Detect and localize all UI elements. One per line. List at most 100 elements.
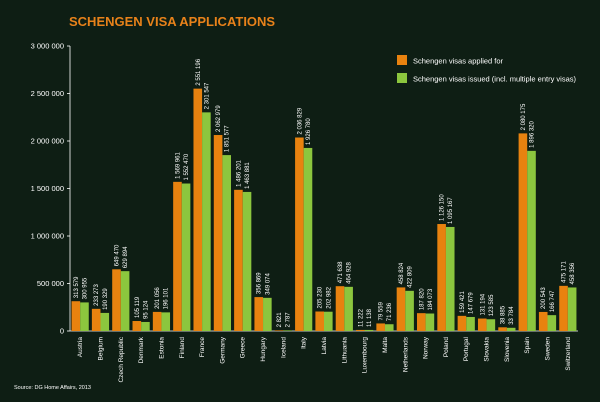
data-label: 131 194 — [480, 293, 486, 315]
bar-applied-italy — [295, 137, 304, 331]
category-label: Slovakia — [484, 337, 491, 362]
bar-issued-slovakia — [486, 319, 496, 331]
legend-label: Schengen visas issued (incl. multiple en… — [413, 75, 576, 84]
data-label: 1 463 881 — [245, 162, 251, 189]
category-label: Iceland — [280, 337, 287, 358]
y-tick-label: 2 000 000 — [31, 137, 64, 146]
data-label: 38 885 — [501, 305, 507, 324]
category-label: Czech Republic — [118, 336, 125, 382]
bar-applied-sweden — [538, 311, 548, 331]
data-label: 2 787 — [286, 312, 292, 328]
category-label: France — [199, 337, 206, 358]
bar-applied-slovakia — [477, 318, 487, 331]
bar-issued-greece — [242, 191, 252, 331]
bar-issued-portugal — [466, 316, 475, 331]
bar-issued-estonia — [161, 312, 171, 331]
data-label: 458 824 — [399, 262, 405, 284]
data-label: 166 747 — [550, 290, 556, 312]
data-label: 187 820 — [419, 288, 425, 310]
data-label: 202 982 — [326, 286, 332, 308]
category-label: Greece — [240, 337, 247, 359]
data-label: 2 080 175 — [521, 103, 527, 130]
category-label: Portugal — [463, 336, 470, 361]
legend-swatch — [397, 73, 407, 83]
bar-issued-iceland — [283, 330, 292, 331]
category-label: Hungary — [260, 336, 267, 361]
data-label: 356 869 — [257, 272, 263, 294]
category-label: Austria — [77, 337, 84, 358]
category-labels: Austria Belgium Czech Republic Denmark Eston… — [77, 336, 572, 382]
data-label: 196 101 — [164, 287, 170, 309]
data-label: 1 569 961 — [175, 151, 181, 178]
bar-applied-iceland — [274, 330, 284, 331]
data-label: 2 301 547 — [204, 82, 210, 109]
data-label: 1 896 320 — [530, 120, 536, 147]
data-label: 649 470 — [115, 244, 121, 266]
data-label: 71 236 — [387, 302, 393, 321]
bar-applied-poland — [437, 224, 446, 331]
category-label: Luxembourg — [362, 337, 369, 374]
bars — [71, 88, 577, 332]
bar-applied-denmark — [132, 321, 142, 331]
chart-title: SCHENGEN VISA APPLICATIONS — [69, 14, 275, 29]
bar-applied-germany — [213, 135, 223, 331]
data-label: 422 809 — [408, 265, 414, 287]
y-tick-label: 1 000 000 — [31, 232, 64, 241]
data-label: 205 230 — [318, 286, 324, 308]
data-label: 159 421 — [460, 291, 466, 313]
data-label: 123 585 — [489, 294, 495, 316]
data-label: 2 062 979 — [216, 105, 222, 132]
data-label: 233 273 — [94, 283, 100, 305]
y-tick-label: 3 000 000 — [31, 42, 64, 51]
bar-applied-norway — [417, 313, 426, 331]
bar-applied-hungary — [254, 297, 264, 331]
bar-applied-greece — [234, 189, 243, 331]
data-label: 1 552 470 — [184, 153, 190, 180]
data-label: 79 559 — [379, 301, 385, 320]
bar-issued-slovenia — [506, 327, 516, 331]
category-label: Poland — [443, 337, 450, 358]
category-label: Finland — [179, 337, 186, 359]
category-label: Lithuania — [341, 337, 348, 364]
category-label: Norway — [423, 336, 430, 359]
bar-applied-luxembourg — [356, 329, 365, 331]
category-label: Belgium — [97, 337, 104, 360]
data-label: 184 073 — [428, 288, 434, 310]
bar-applied-lithuania — [335, 286, 345, 331]
data-label: 2 821 — [277, 312, 283, 328]
data-label: 1 486 201 — [236, 159, 242, 186]
data-label: 349 074 — [265, 272, 271, 294]
bar-issued-malta — [384, 324, 394, 331]
bar-issued-france — [202, 112, 211, 332]
bar-issued-italy — [303, 147, 313, 331]
bar-issued-hungary — [263, 297, 272, 331]
data-label: 190 329 — [103, 288, 109, 310]
bar-applied-belgium — [91, 308, 101, 331]
bar-issued-lithuania — [344, 286, 353, 331]
data-label: 95 124 — [143, 300, 149, 319]
category-label: Denmark — [138, 336, 145, 363]
bar-issued-luxembourg — [364, 329, 374, 331]
bar-applied-malta — [376, 323, 385, 331]
data-label: 2 551 196 — [196, 58, 202, 85]
data-label: 200 543 — [541, 287, 547, 309]
data-label: 11 222 — [358, 308, 364, 327]
data-label: 11 138 — [367, 308, 373, 327]
bar-applied-spain — [518, 133, 528, 331]
y-tick-label: 1 500 000 — [31, 184, 64, 193]
data-label: 458 356 — [570, 262, 576, 284]
bar-issued-sweden — [547, 315, 557, 331]
data-label: 300 955 — [82, 277, 88, 299]
bar-applied-slovenia — [498, 327, 507, 331]
category-label: Slovenia — [504, 337, 511, 362]
data-label: 629 894 — [123, 246, 129, 268]
bar-issued-spain — [527, 150, 536, 331]
bar-applied-estonia — [152, 311, 162, 331]
data-label: 147 679 — [469, 292, 475, 314]
bar-issued-netherlands — [405, 290, 414, 331]
legend-swatch — [397, 55, 407, 65]
bar-applied-czech-republic — [112, 269, 121, 331]
category-label: Germany — [219, 336, 226, 363]
bar-issued-germany — [222, 155, 231, 331]
bar-issued-latvia — [324, 311, 333, 331]
